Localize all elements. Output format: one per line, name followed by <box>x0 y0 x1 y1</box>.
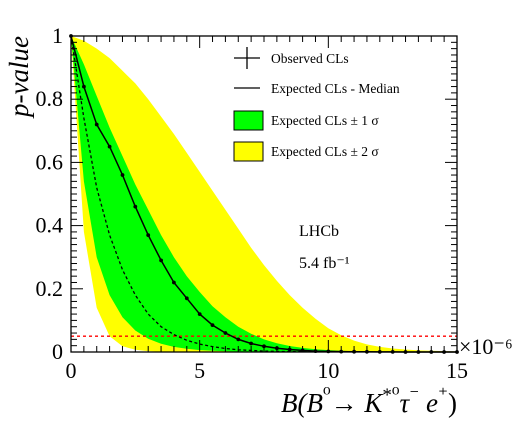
observed-point <box>107 144 112 149</box>
observed-point <box>172 280 176 285</box>
x-tick-label: 5 <box>194 358 205 383</box>
x-axis-title-superscript: *⁰ <box>382 385 400 406</box>
luminosity-label: 5.4 fb⁻¹ <box>299 255 350 272</box>
legend-entry-median: Expected CLs - Median <box>234 81 400 96</box>
y-tick-label: 0.6 <box>36 149 64 174</box>
y-tick-label: 0.2 <box>36 276 64 301</box>
ticks-layer <box>70 35 458 353</box>
legend-band2-label: Expected CLs ± 2 σ <box>271 144 379 159</box>
tick-labels-layer: 0 5 10 15 0 0.2 0.4 0.6 0.8 1 <box>36 23 469 383</box>
x-axis-title-segment: ) <box>448 388 457 418</box>
experiment-label: LHCb <box>299 223 339 240</box>
x-axis-title-superscript: ⁺ <box>438 385 448 406</box>
x-axis-title-segment: → K <box>331 388 385 418</box>
observed-point <box>94 122 99 127</box>
observed-point <box>223 331 228 335</box>
x-tick-label: 0 <box>66 358 77 383</box>
observed-point <box>210 323 215 327</box>
x-axis-title-superscript: ⁻ <box>409 385 419 406</box>
x-axis-title-superscript: ⁰ <box>323 385 331 406</box>
legend-entry-band2: Expected CLs ± 2 σ <box>233 141 379 162</box>
observed-point <box>184 296 189 301</box>
observed-point <box>249 341 254 346</box>
x-tick-label: 15 <box>446 358 468 383</box>
band-1-sigma <box>71 36 457 352</box>
observed-point <box>197 312 202 316</box>
legend-band2-swatch <box>233 141 264 162</box>
legend-entry-observed: Observed CLs <box>234 47 349 69</box>
x-axis-multiplier: ×10⁻⁶ <box>459 334 513 359</box>
observed-point <box>120 173 125 177</box>
y-tick-label: 1 <box>52 23 63 48</box>
x-tick-label: 10 <box>317 358 339 383</box>
legend-band1-label: Expected CLs ± 1 σ <box>271 113 379 128</box>
observed-point <box>146 233 151 238</box>
y-tick-label: 0 <box>52 339 63 364</box>
series-expected-median <box>70 35 329 353</box>
y-tick-label: 0.4 <box>36 213 64 238</box>
x-axis-title-segment: τ <box>400 388 411 418</box>
observed-point <box>82 84 86 89</box>
legend-band1-swatch <box>233 110 264 131</box>
x-axis-title: B(B⁰→ K*⁰τ⁻ e⁺) <box>281 385 457 418</box>
bands-layer <box>71 36 457 352</box>
legend-entry-band1: Expected CLs ± 1 σ <box>233 110 379 131</box>
x-axis-title-segment: e <box>419 388 438 418</box>
y-axis-title: p-value <box>4 36 34 119</box>
observed-point <box>159 258 164 263</box>
y-tick-label: 0.8 <box>36 86 64 111</box>
observed-point <box>133 204 138 209</box>
observed-point <box>236 337 241 342</box>
legend-median-label: Expected CLs - Median <box>271 81 400 96</box>
x-axis-title-segment: B(B <box>281 388 323 418</box>
legend: Observed CLs Expected CLs - Median Expec… <box>233 47 400 162</box>
legend-observed-label: Observed CLs <box>271 51 349 66</box>
